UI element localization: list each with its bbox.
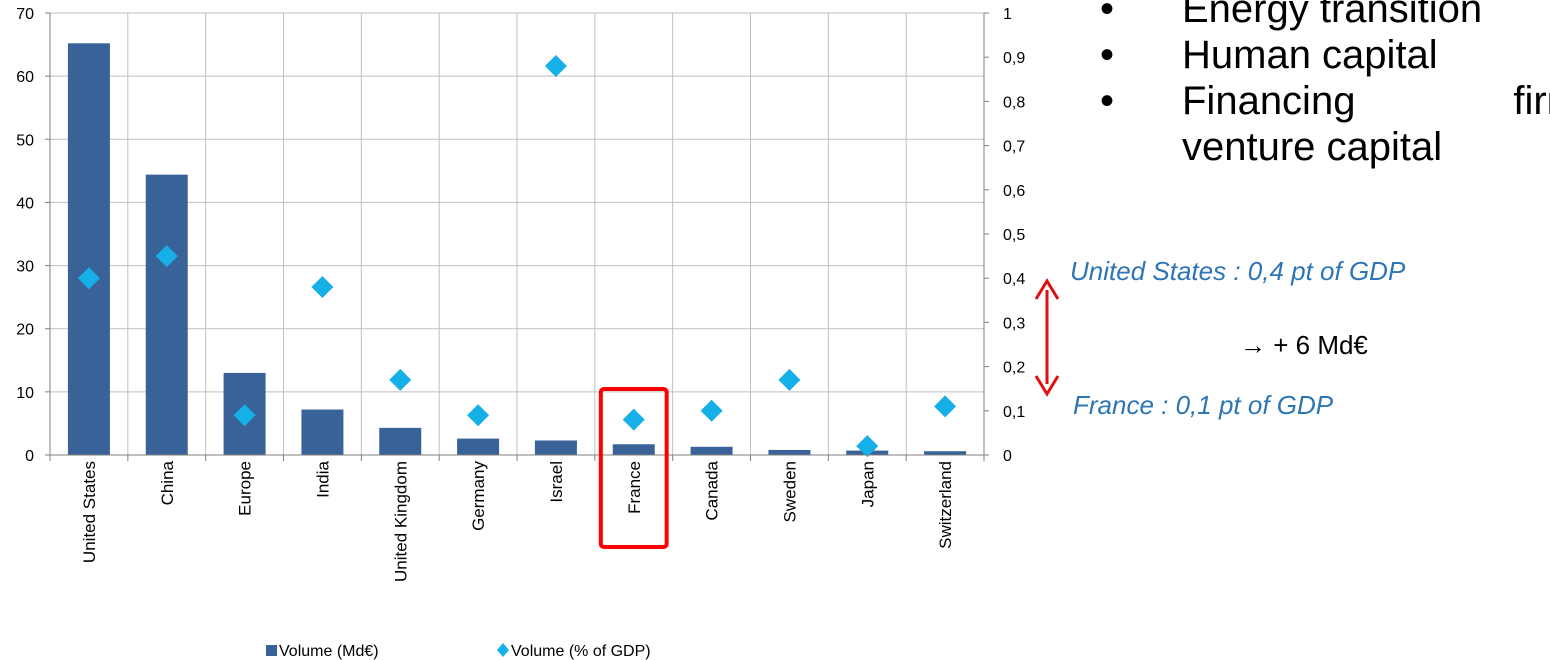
diamond-point [778,368,801,391]
diamond-point [856,435,879,458]
axes [45,12,989,461]
diamond-point [934,395,957,418]
bar [67,43,110,456]
bar [457,438,500,455]
diamond-point [622,408,645,431]
right-tick-label: 0,4 [1003,271,1025,288]
category-label: Japan [858,461,877,507]
bar [534,440,577,455]
category-label: India [313,460,332,497]
bullet-text: Human capital [1182,33,1438,77]
bar [690,446,733,455]
grid [49,12,985,456]
bullet-list: • Energy transition • Human capital • Finan… [1100,0,1550,170]
percent-series [77,55,957,458]
diamond-point [700,399,723,422]
us-annotation: United States : 0,4 pt of GDP [1070,256,1406,286]
diamond-point [77,267,100,290]
bullet-dot: • [1100,0,1115,31]
right-tick-label: 0,5 [1003,227,1025,244]
diamond-point [155,245,178,268]
right-tick-label: 0,1 [1003,404,1025,421]
legend-diamond-swatch [497,643,509,657]
diamond-point [233,404,256,427]
legend-bar-label: Volume (Md€) [279,643,379,660]
right-tick-label: 0 [1003,448,1012,465]
bullet-text: Energy transition [1182,0,1483,31]
category-label: Israel [547,461,566,503]
left-tick-label: 50 [16,132,34,149]
left-tick-label: 10 [16,385,34,402]
bar [145,174,188,455]
bullet-dot: • [1100,79,1115,123]
right-tick-label: 0,7 [1003,139,1025,156]
left-tick-label: 40 [16,195,34,212]
diamond-point [467,404,490,427]
plus-annotation: → + 6 Md€ [1240,330,1368,360]
right-tick-label: 1 [1003,6,1012,23]
double-arrow-icon [1034,278,1060,397]
diamond-point [389,368,412,391]
category-label: Europe [236,461,255,516]
bar [379,427,422,455]
right-tick-label: 0,6 [1003,183,1025,200]
highlight-box [598,387,669,549]
bullet-text: Financing [1182,79,1356,123]
right-tick-label: 0,9 [1003,50,1025,67]
category-label: United States [80,461,99,563]
category-label: United Kingdom [391,461,410,582]
bar [768,449,811,455]
left-tick-label: 0 [25,448,34,465]
right-axis-ticks: 0 0,1 0,2 0,3 0,4 0,5 0,6 0,7 0,8 0,9 1 [1003,6,1025,465]
left-tick-label: 60 [16,69,34,86]
left-tick-label: 30 [16,259,34,276]
diamond-point [311,276,334,299]
category-label: China [158,460,177,505]
legend: Volume (Md€) Volume (% of GDP) [266,643,651,660]
right-tick-label: 0,8 [1003,94,1025,111]
right-tick-label: 0,3 [1003,315,1025,332]
left-axis-ticks: 0 10 20 30 40 50 60 70 [16,6,34,465]
bullet-item: • Human capital [1100,32,1550,78]
bullet-text: venture capital [1182,125,1443,169]
legend-diamond-label: Volume (% of GDP) [511,643,651,660]
bullet-dot: • [1100,33,1115,77]
left-tick-label: 20 [16,322,34,339]
category-label: France [625,461,644,514]
diamond-point [544,55,567,78]
category-label: Canada [703,460,722,520]
right-tick-label: 0,2 [1003,360,1025,377]
bar [301,409,344,455]
bullet-item: venture capital [1100,124,1550,170]
category-label: Germany [469,461,488,531]
category-label: Sweden [780,461,799,522]
bullet-text: firm [1513,79,1550,123]
bar [612,444,655,455]
left-tick-label: 70 [16,6,34,23]
bar [924,451,967,455]
bar-series [67,43,967,456]
france-highlight [598,387,669,549]
france-annotation: France : 0,1 pt of GDP [1073,390,1334,420]
category-label: Switzerland [936,461,955,549]
bullet-item: • Financing firm [1100,78,1550,124]
category-labels: United States China Europe India United King… [80,460,955,582]
legend-bar-swatch [266,645,277,656]
bullet-item: • Energy transition [1100,0,1550,32]
